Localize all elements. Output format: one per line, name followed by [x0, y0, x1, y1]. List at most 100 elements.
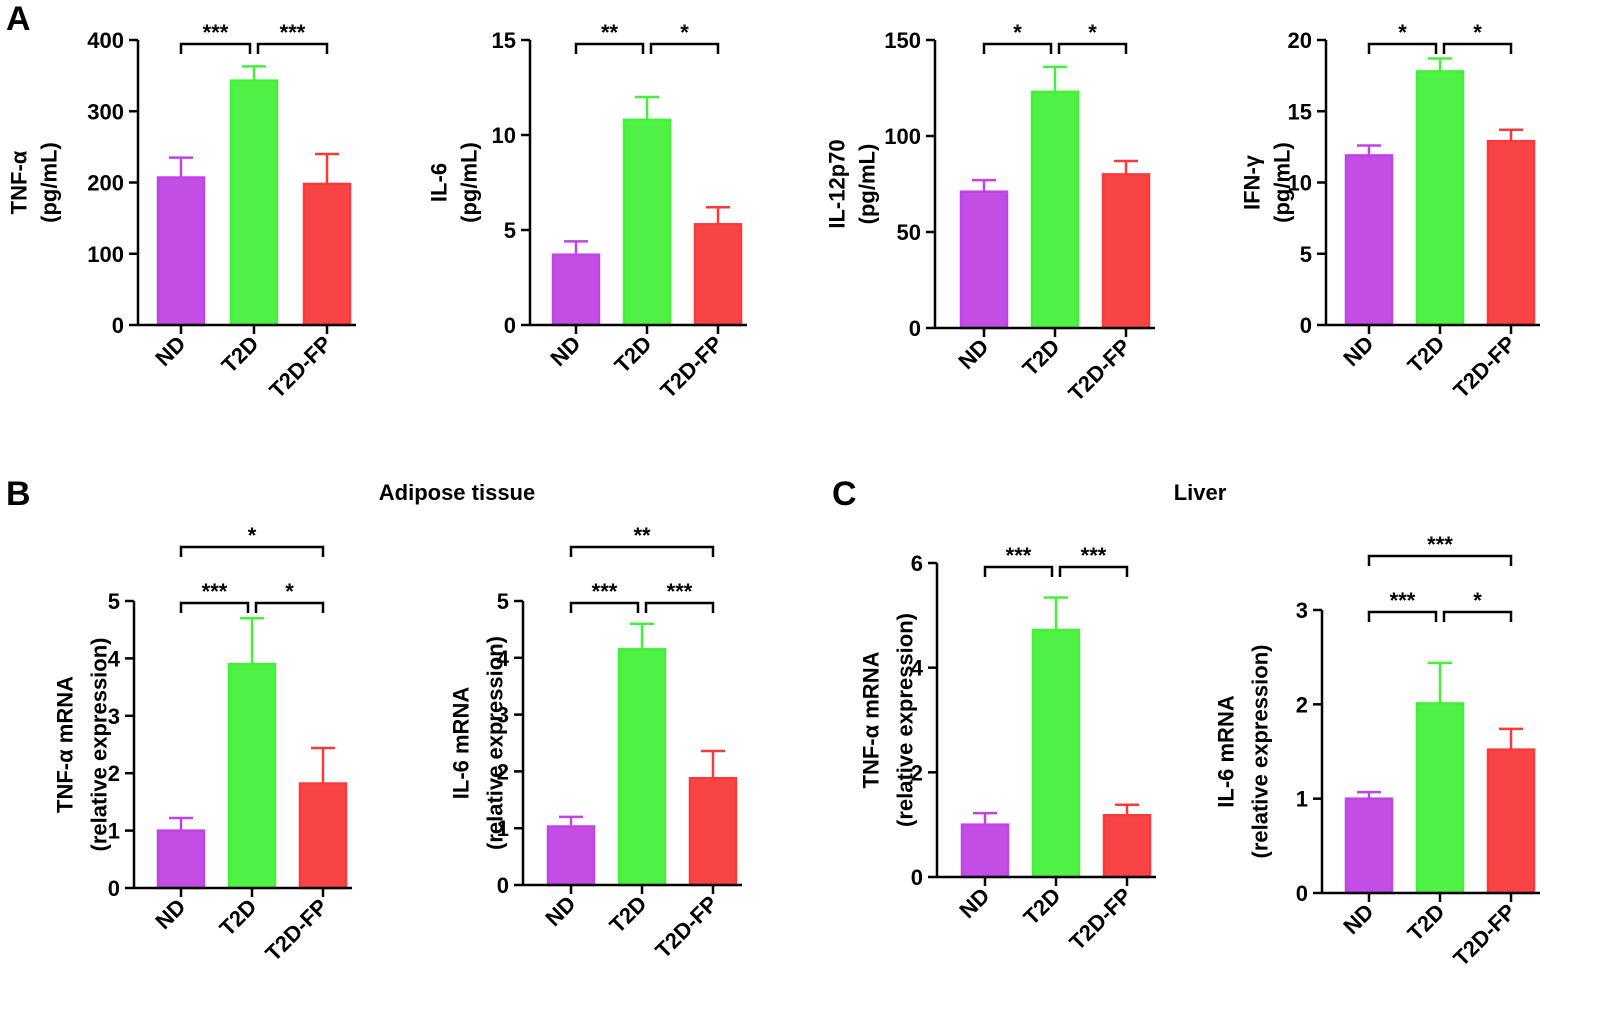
significance-label: ***: [280, 20, 306, 45]
y-tick-label: 0: [112, 313, 124, 338]
y-tick-label: 5: [1300, 242, 1312, 267]
x-category-label: T2D: [604, 891, 651, 938]
bar-t2d-fp: [298, 782, 348, 890]
y-tick-label: 50: [897, 220, 921, 245]
significance-bracket: [649, 42, 720, 54]
y-tick-label: 1: [1296, 787, 1308, 812]
significance-bracket: [254, 601, 325, 613]
section-title-liver: Liver: [1174, 480, 1227, 505]
y-tick-label: 15: [1288, 99, 1312, 124]
y-tick-label: 3: [1296, 598, 1308, 623]
bar-nd: [546, 825, 596, 887]
y-axis-label: TNF-α mRNA: [859, 651, 884, 788]
y-axis-unit-label: (relative expression): [893, 613, 918, 827]
bar-nd: [156, 829, 206, 890]
significance-label: *: [285, 579, 294, 604]
y-axis-label: IL-6 mRNA: [449, 687, 474, 800]
significance-bracket: [569, 601, 640, 613]
y-tick-label: 5: [497, 589, 509, 614]
panel-letter-a: A: [6, 0, 31, 38]
significance-bracket: [256, 42, 329, 54]
y-tick-label: 1: [108, 819, 120, 844]
significance-label: ***: [202, 579, 228, 604]
y-tick-label: 3: [497, 703, 509, 728]
significance-label: *: [1473, 588, 1482, 613]
x-category-label: ND: [150, 894, 190, 934]
significance-label: *: [1398, 20, 1407, 45]
y-axis-unit-label: (relative expression): [87, 638, 112, 852]
y-tick-label: 2: [911, 760, 923, 785]
significance-label: ***: [1427, 532, 1453, 557]
y-tick-label: 5: [108, 589, 120, 614]
significance-bracket: [1442, 42, 1513, 54]
significance-label: *: [1088, 20, 1097, 45]
y-tick-label: 0: [911, 865, 923, 890]
x-category-label: T2D: [1017, 334, 1064, 381]
x-category-label: T2D-FP: [1448, 899, 1520, 971]
y-axis-unit-label: (relative expression): [1248, 645, 1273, 859]
bar-t2d: [227, 662, 277, 890]
bar-t2d-fp: [1486, 748, 1536, 895]
significance-bracket: [574, 42, 645, 54]
y-tick-label: 400: [87, 28, 124, 53]
x-category-label: ND: [954, 883, 994, 923]
y-tick-label: 0: [504, 313, 516, 338]
y-axis-unit-label: (pg/mL): [457, 142, 482, 223]
bar-nd: [960, 823, 1010, 879]
y-tick-label: 2: [108, 761, 120, 786]
y-axis-unit-label: (pg/mL): [855, 144, 880, 225]
significance-label: ***: [203, 20, 229, 45]
panel-letter-c: C: [832, 475, 857, 513]
x-category-label: T2D: [214, 894, 261, 941]
significance-bracket: [1442, 610, 1513, 622]
bar-t2d: [229, 79, 279, 327]
y-tick-label: 0: [909, 316, 921, 341]
bar-nd: [551, 253, 601, 327]
bar-t2d-fp: [1102, 813, 1152, 879]
bar-t2d-fp: [302, 182, 352, 327]
y-tick-label: 1: [497, 816, 509, 841]
significance-bracket: [569, 545, 715, 557]
x-category-label: T2D-FP: [264, 331, 336, 403]
significance-label: **: [633, 523, 651, 548]
bar-t2d-fp: [1101, 173, 1151, 330]
y-tick-label: 0: [1296, 881, 1308, 906]
bar-t2d: [1031, 628, 1081, 879]
y-tick-label: 2: [497, 759, 509, 784]
y-axis-label: TNF-α mRNA: [53, 676, 78, 813]
y-axis-label: IFN-γ: [1240, 154, 1265, 210]
significance-label: *: [248, 523, 257, 548]
x-category-label: T2D: [1018, 883, 1065, 930]
significance-bracket: [1367, 554, 1513, 566]
y-axis-label: TNF-α: [7, 150, 32, 214]
bar-t2d: [617, 648, 667, 887]
x-category-label: T2D-FP: [1448, 331, 1520, 403]
y-tick-label: 100: [87, 242, 124, 267]
significance-label: ***: [1081, 543, 1107, 568]
y-tick-label: 6: [911, 551, 923, 576]
x-category-label: T2D: [609, 331, 656, 378]
x-category-label: T2D-FP: [1064, 883, 1136, 955]
significance-label: ***: [592, 579, 618, 604]
x-category-label: T2D-FP: [260, 894, 332, 966]
significance-label: *: [1473, 20, 1482, 45]
y-tick-label: 4: [911, 656, 924, 681]
panel-letter-b: B: [6, 475, 31, 513]
significance-bracket: [179, 545, 325, 557]
significance-bracket: [1057, 42, 1128, 54]
y-tick-label: 0: [497, 873, 509, 898]
y-tick-label: 0: [1300, 313, 1312, 338]
significance-bracket: [1058, 565, 1129, 577]
bar-t2d-fp: [688, 776, 738, 887]
y-tick-label: 20: [1288, 28, 1312, 53]
x-category-label: ND: [1338, 331, 1378, 371]
y-tick-label: 5: [504, 218, 516, 243]
y-tick-label: 100: [884, 124, 921, 149]
x-category-label: ND: [545, 331, 585, 371]
x-category-label: T2D-FP: [655, 331, 727, 403]
